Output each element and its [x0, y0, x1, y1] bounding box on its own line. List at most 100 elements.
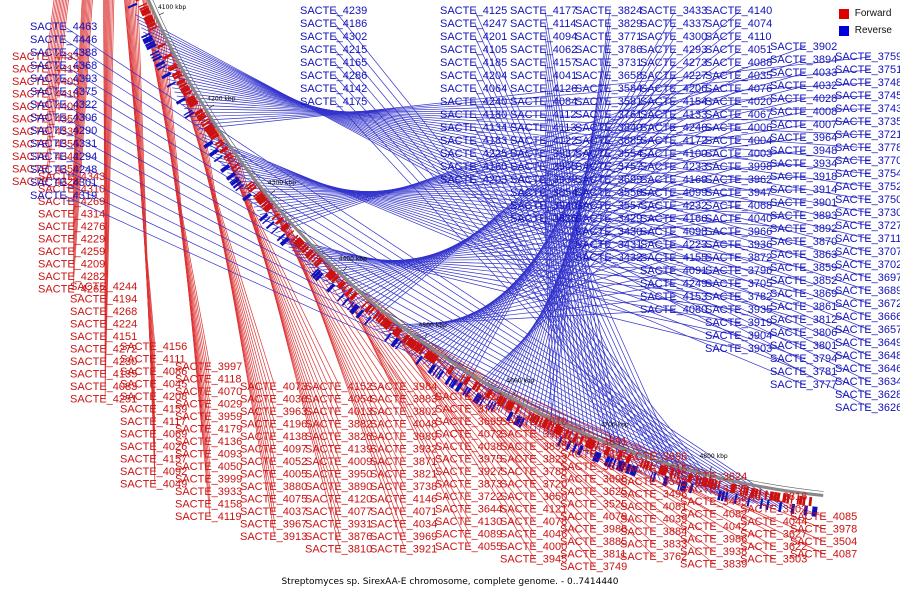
reverse-leader-line: [376, 296, 676, 330]
forward-leader-line: [104, 0, 112, 375]
reverse-gene-label: SACTE_3948: [770, 145, 837, 157]
reverse-feature: [576, 444, 584, 456]
reverse-leader-line: [474, 140, 643, 475]
forward-feature: [325, 269, 335, 279]
reverse-feature: [556, 436, 563, 447]
forward-feature: [214, 139, 223, 146]
reverse-gene-label: SACTE_4319: [30, 190, 97, 202]
forward-gene-label: SACTE_4272: [70, 344, 137, 356]
forward-feature: [324, 269, 333, 277]
forward-gene-label: SACTE_4042: [680, 521, 747, 533]
forward-gene-label: SACTE_4268: [70, 306, 137, 318]
reverse-leader-line: [391, 244, 676, 342]
reverse-feature: [355, 309, 365, 319]
forward-gene-label: SACTE_4087: [790, 549, 857, 561]
forward-leader-line: [46, 0, 55, 58]
forward-feature: [538, 417, 544, 427]
forward-gene-label: SACTE_3823: [500, 454, 567, 466]
reverse-gene-label: SACTE_4233: [640, 161, 707, 173]
reverse-leader-line: [361, 36, 741, 318]
forward-gene-label: SACTE_3913: [240, 531, 307, 543]
reverse-gene-label: SACTE_3859: [770, 262, 837, 274]
forward-leader-line: [174, 58, 276, 425]
backbone-arc: [146, 0, 824, 497]
tick-mark: [342, 266, 347, 272]
forward-feature: [405, 336, 413, 346]
reverse-feature: [490, 402, 497, 413]
reverse-feature: [155, 60, 166, 68]
forward-gene-label: SACTE_3749: [560, 561, 627, 573]
reverse-gene-label: SACTE_3901: [770, 197, 837, 209]
reverse-leader-line: [395, 231, 676, 345]
reverse-feature: [594, 452, 602, 463]
reverse-gene-label: SACTE_3761: [575, 109, 642, 121]
forward-gene-label: SACTE_3999: [175, 474, 242, 486]
forward-feature: [412, 342, 421, 352]
reverse-gene-label: SACTE_3964: [770, 132, 837, 144]
forward-feature: [264, 204, 274, 213]
forward-feature: [311, 255, 319, 263]
reverse-feature: [720, 490, 726, 502]
forward-feature: [471, 381, 479, 391]
reverse-gene-label: SACTE_3432: [575, 252, 642, 264]
reverse-leader-line: [266, 85, 806, 223]
reverse-gene-label: SACTE_4032: [770, 80, 837, 92]
reverse-feature: [337, 293, 345, 302]
forward-gene-label: SACTE_3695: [435, 416, 502, 428]
forward-leader-line: [221, 136, 341, 475]
forward-feature: [203, 123, 213, 130]
forward-leader-line: [46, 0, 56, 70]
reverse-gene-label: SACTE_3657: [835, 324, 900, 336]
forward-feature: [462, 375, 471, 386]
reverse-gene-label: SACTE_3748: [835, 77, 900, 89]
reverse-feature: [208, 148, 220, 157]
reverse-leader-line: [269, 72, 806, 226]
reverse-swatch: [838, 25, 849, 36]
reverse-feature: [487, 401, 494, 411]
reverse-gene-label: SACTE_4215: [300, 44, 367, 56]
reverse-leader-line: [158, 61, 871, 266]
reverse-gene-label: SACTE_3934: [770, 158, 837, 170]
forward-leader-line: [46, 0, 58, 83]
forward-gene-label: SACTE_3722: [435, 491, 502, 503]
forward-gene-label: SACTE_4097: [240, 444, 307, 456]
forward-gene-label: SACTE_4196: [240, 419, 307, 431]
forward-feature: [625, 453, 632, 464]
forward-feature: [505, 400, 513, 410]
forward-feature: [657, 464, 663, 474]
forward-feature: [717, 480, 721, 490]
forward-feature: [673, 469, 678, 479]
forward-feature: [603, 445, 608, 455]
reverse-feature: [347, 301, 355, 311]
reverse-gene-label: SACTE_3735: [835, 116, 900, 128]
forward-feature: [349, 291, 358, 301]
reverse-leader-line: [247, 163, 806, 200]
reverse-gene-label: SACTE_3778: [835, 142, 900, 154]
forward-feature: [669, 468, 675, 478]
forward-feature: [730, 483, 737, 494]
forward-gene-label: SACTE_3833: [620, 539, 687, 551]
reverse-leader-line: [544, 166, 571, 447]
reverse-gene-label: SACTE_3840: [575, 122, 642, 134]
forward-feature: [162, 53, 172, 61]
reverse-leader-line: [189, 95, 871, 118]
forward-feature: [275, 217, 284, 226]
forward-feature: [216, 141, 225, 149]
reverse-feature: [479, 396, 486, 406]
reverse-feature: [144, 40, 155, 48]
reverse-gene-label: SACTE_4099: [640, 187, 707, 199]
reverse-leader-line: [446, 62, 676, 381]
forward-feature: [330, 274, 340, 284]
reverse-gene-label: SACTE_3634: [835, 376, 900, 388]
reverse-feature: [677, 480, 682, 490]
forward-gene-label: SACTE_3762: [620, 551, 687, 563]
reverse-leader-line: [64, 78, 774, 508]
reverse-leader-line: [298, 257, 741, 272]
reverse-gene-label: SACTE_4105: [440, 44, 507, 56]
forward-gene-label: SACTE_4071: [370, 506, 437, 518]
reverse-gene-label: SACTE_4068: [705, 200, 772, 212]
forward-gene-label: SACTE_4355: [12, 139, 79, 151]
forward-feature: [337, 281, 347, 290]
forward-gene-label: SACTE_4405: [12, 76, 79, 88]
forward-feature: [143, 15, 154, 23]
